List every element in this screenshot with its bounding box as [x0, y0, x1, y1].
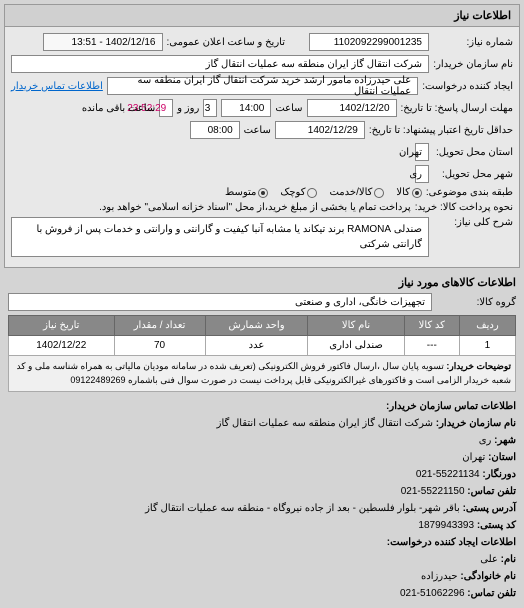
- col-unit: واحد شمارش: [205, 316, 308, 336]
- buyer-name-label: نام سازمان خریدار:: [433, 59, 513, 70]
- note-row: توضیحات خریدار: تسویه پایان سال ،ارسال ف…: [9, 356, 516, 392]
- radio-icon: [374, 188, 384, 198]
- panel-header: اطلاعات نیاز: [5, 5, 519, 27]
- cell-name: صندلی اداری: [308, 336, 404, 356]
- deadline-date: 1402/12/20: [307, 99, 397, 117]
- group-label: گروه کالا:: [436, 297, 516, 308]
- province-value: تهران: [415, 143, 429, 161]
- creator-title: اطلاعات ایجاد کننده درخواست:: [387, 537, 516, 548]
- contact-title: اطلاعات تماس سازمان خریدار:: [386, 401, 516, 412]
- phone-label: تلفن تماس:: [467, 486, 516, 497]
- postal-label: کد پستی:: [477, 520, 516, 531]
- public-date-label: تاریخ و ساعت اعلان عمومی:: [167, 37, 286, 48]
- deadline-time: 14:00: [221, 99, 271, 117]
- cell-idx: 1: [459, 336, 515, 356]
- fax-value: 55221134-021: [416, 469, 480, 480]
- radio-small[interactable]: کوچک: [280, 187, 317, 198]
- goods-table: ردیف کد کالا نام کالا واحد شمارش تعداد /…: [8, 315, 516, 392]
- note-cell: توضیحات خریدار: تسویه پایان سال ،ارسال ف…: [9, 356, 516, 392]
- budget-label: طبقه بندی موضوعی:: [426, 187, 513, 198]
- cell-code: ---: [404, 336, 459, 356]
- radio-khadamat-label: کالا/خدمت: [329, 187, 372, 198]
- cell-qty: 70: [114, 336, 205, 356]
- col-qty: تعداد / مقدار: [114, 316, 205, 336]
- cell-date: 1402/12/22: [9, 336, 115, 356]
- validity-time: 08:00: [190, 121, 240, 139]
- radio-kala[interactable]: کالا: [396, 187, 422, 198]
- payment-label: نحوه پرداخت کالا: خرید:: [415, 202, 513, 213]
- name-label: نام:: [501, 554, 516, 565]
- radio-icon: [412, 188, 422, 198]
- request-number-value: 1102092299001235: [309, 33, 429, 51]
- note-text: تسویه پایان سال ،ارسال فاکتور فروش الکتر…: [17, 361, 511, 385]
- fax-label: دورنگار:: [482, 469, 516, 480]
- radio-medium-label: متوسط: [225, 187, 256, 198]
- note-label: توضیحات خریدار:: [446, 361, 511, 371]
- city-label: شهر محل تحویل:: [433, 169, 513, 180]
- creator-phone-value: 51062296-021: [400, 588, 465, 599]
- city-label2: شهر:: [494, 435, 516, 446]
- org-label: نام سازمان خریدار:: [436, 418, 516, 429]
- remaining-days: 3: [203, 99, 217, 117]
- family-value: حیدرزاده: [421, 571, 458, 582]
- table-header-row: ردیف کد کالا نام کالا واحد شمارش تعداد /…: [9, 316, 516, 336]
- day-label: روز و: [177, 103, 199, 114]
- postal-value: 1879943393: [418, 520, 474, 531]
- buyer-name-value: شرکت انتقال گاز ایران منطقه سه عملیات ان…: [11, 55, 429, 73]
- col-idx: ردیف: [459, 316, 515, 336]
- province-label: استان محل تحویل:: [433, 147, 513, 158]
- desc-value: صندلی RAMONA برند تیکاند یا مشابه آنبا ک…: [11, 217, 429, 257]
- budget-radio-group: کالا کالا/خدمت کوچک متوسط: [225, 187, 422, 198]
- request-number-label: شماره نیاز:: [433, 37, 513, 48]
- province-label2: استان:: [488, 452, 516, 463]
- family-label: نام خانوادگی:: [460, 571, 516, 582]
- radio-icon: [307, 188, 317, 198]
- radio-icon: [258, 188, 268, 198]
- city-value2: ری: [479, 435, 492, 446]
- cell-unit: عدد: [205, 336, 308, 356]
- contact-link[interactable]: اطلاعات تماس خریدار: [11, 81, 103, 92]
- table-row: 1 --- صندلی اداری عدد 70 1402/12/22: [9, 336, 516, 356]
- address-value: باقر شهر- بلوار فلسطین - بعد از جاده نیر…: [145, 503, 460, 514]
- col-date: تاریخ نیاز: [9, 316, 115, 336]
- name-value: علی: [480, 554, 498, 565]
- group-value: تجهیزات خانگی، اداری و صنعتی: [8, 293, 432, 311]
- panel-body: شماره نیاز: 1102092299001235 تاریخ و ساع…: [5, 27, 519, 267]
- deadline-label: مهلت ارسال پاسخ: تا تاریخ:: [401, 103, 513, 114]
- radio-small-label: کوچک: [280, 187, 305, 198]
- payment-note: پرداخت تمام یا بخشی از مبلغ خرید،از محل …: [99, 202, 411, 213]
- phone-value: 55221150-021: [401, 486, 465, 497]
- remaining-time: 23:52:29: [159, 99, 173, 117]
- radio-kala-label: کالا: [396, 187, 410, 198]
- remaining-label: ساعت باقی مانده: [82, 103, 155, 114]
- goods-section-title: اطلاعات کالاهای مورد نیاز: [0, 272, 524, 293]
- province-value2: تهران: [462, 452, 485, 463]
- address-label: آدرس پستی:: [463, 503, 516, 514]
- col-name: نام کالا: [308, 316, 404, 336]
- time-label-2: ساعت: [244, 125, 271, 136]
- need-info-panel: اطلاعات نیاز شماره نیاز: 110209229900123…: [4, 4, 520, 268]
- creator-phone-label: تلفن تماس:: [467, 588, 516, 599]
- city-value: ری: [415, 165, 429, 183]
- validity-date: 1402/12/29: [275, 121, 365, 139]
- desc-label: شرح کلی نیاز:: [433, 217, 513, 228]
- validity-label: حداقل تاریخ اعتبار پیشنهاد: تا تاریخ:: [369, 125, 513, 136]
- radio-khadamat[interactable]: کالا/خدمت: [329, 187, 384, 198]
- requester-label: ایجاد کننده درخواست:: [422, 81, 513, 92]
- col-code: کد کالا: [404, 316, 459, 336]
- public-date-value: 1402/12/16 - 13:51: [43, 33, 163, 51]
- requester-value: علی حیدرزاده مامور ارشد خرید شرکت انتقال…: [107, 77, 418, 95]
- time-label-1: ساعت: [275, 103, 302, 114]
- org-value: شرکت انتقال گاز ایران منطقه سه عملیات ان…: [217, 418, 433, 429]
- radio-medium[interactable]: متوسط: [225, 187, 268, 198]
